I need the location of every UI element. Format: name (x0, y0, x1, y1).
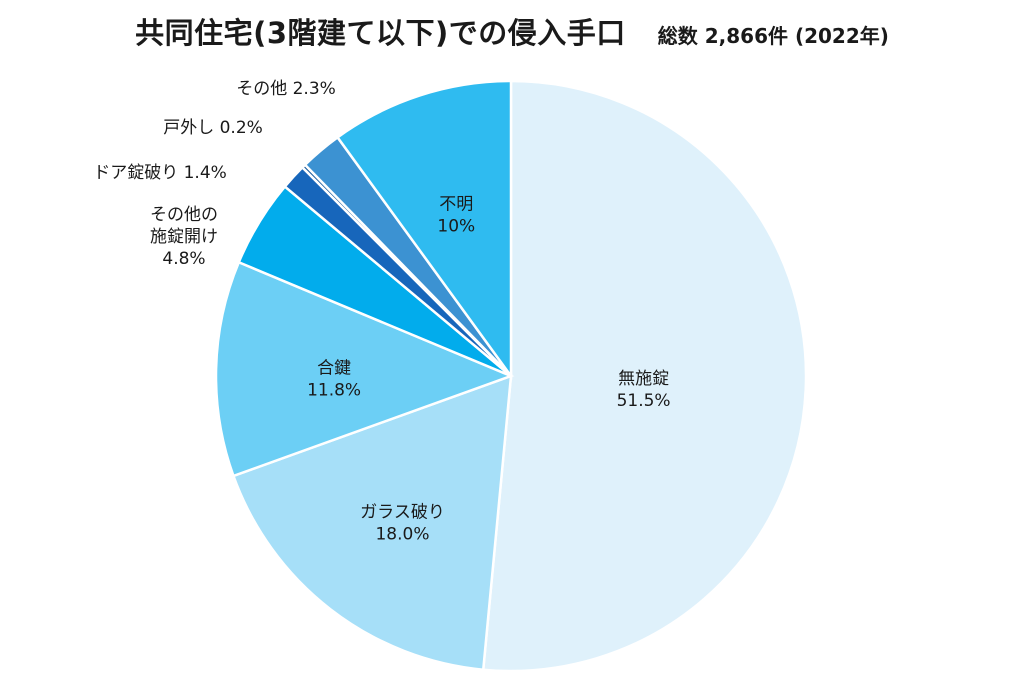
slice-category-label: 施錠開け (150, 227, 218, 247)
slice-value-label: 18.0% (375, 525, 429, 545)
slice-category-label: その他の (150, 205, 218, 225)
slice-label: 無施錠 51.5% (617, 369, 671, 411)
pie-slice (481, 79, 808, 673)
slice-category-label: 不明 (439, 194, 473, 214)
pie-slice (335, 79, 513, 380)
pie-slice (231, 374, 513, 672)
slice-label: その他の施錠開け 4.8% (150, 205, 218, 269)
chart-title-bar: 共同住宅(3階建て以下)での侵入手口 総数 2,866件 (2022年) (0, 10, 1024, 54)
chart-title: 共同住宅(3階建て以下)での侵入手口 (135, 16, 626, 50)
slice-category-label: ドア錠破り 1.4% (93, 163, 227, 183)
slice-value-label: 51.5% (617, 391, 671, 411)
slice-value-label: 11.8% (307, 380, 361, 400)
slice-value-label: 10% (437, 216, 475, 236)
slice-label: ガラス破り 18.0% (360, 503, 445, 545)
chart-subtitle: 総数 2,866件 (2022年) (657, 24, 889, 48)
slice-category-label: 合鍵 (317, 358, 351, 378)
slice-value-label: 4.8% (162, 249, 205, 269)
slice-category-label: 戸外し 0.2% (163, 118, 263, 138)
slice-label: ドア錠破り 1.4% (93, 163, 227, 183)
slice-label: 合鍵 11.8% (307, 358, 361, 400)
slice-category-label: その他 2.3% (236, 79, 336, 99)
slice-category-label: 無施錠 (618, 369, 669, 389)
pie-slice (214, 260, 515, 478)
slice-label: その他 2.3% (236, 79, 336, 99)
slice-category-label: ガラス破り (360, 503, 445, 523)
slice-label: 不明 10% (437, 194, 475, 236)
slice-label: 戸外し 0.2% (163, 118, 263, 138)
